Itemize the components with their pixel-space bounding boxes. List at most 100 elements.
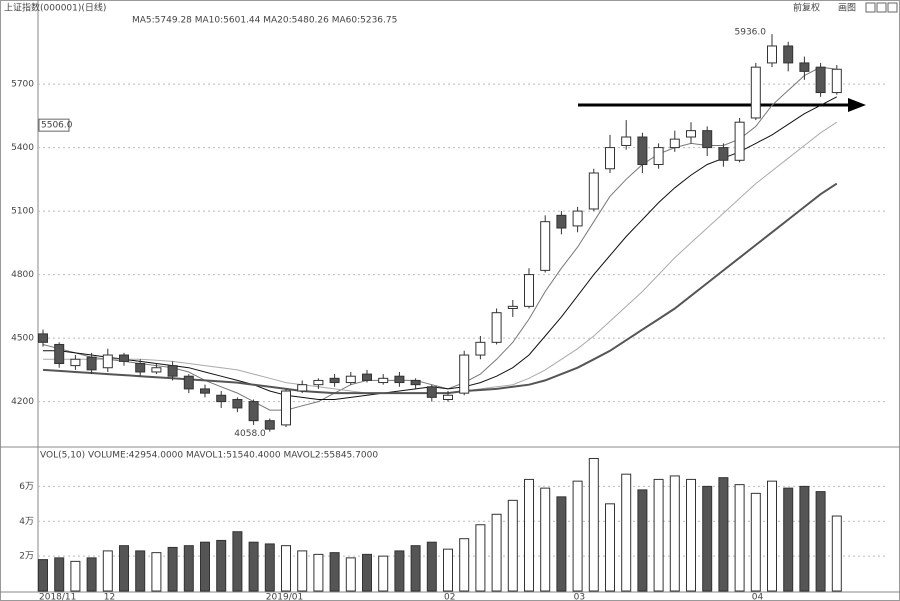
volume-bar	[556, 496, 567, 592]
volume-bar	[572, 480, 583, 592]
volume-bar	[831, 515, 842, 592]
candle-body	[653, 147, 664, 166]
candle-body	[718, 147, 729, 161]
candle-body	[831, 68, 842, 94]
toolbar-button[interactable]: 前复权	[793, 2, 820, 14]
candle-body	[605, 147, 615, 170]
x-tick-label: 12	[104, 593, 115, 601]
candle-body	[135, 363, 146, 373]
volume-bar	[507, 499, 518, 592]
volume-bar	[637, 489, 648, 592]
candle-body	[702, 130, 713, 149]
window-button[interactable]	[876, 2, 887, 13]
candle-body	[281, 390, 291, 426]
y-tick-label: 4500	[11, 334, 34, 344]
candle-body	[491, 312, 502, 343]
volume-bar	[200, 541, 210, 592]
volume-bar	[605, 503, 615, 592]
candle-body	[54, 343, 65, 365]
candle-body	[524, 274, 534, 307]
volume-bar	[588, 457, 599, 592]
window-button[interactable]	[865, 2, 876, 13]
volume-bar	[394, 550, 405, 592]
candle-body	[102, 354, 113, 369]
candle-body	[38, 333, 48, 343]
y-tick-label: 4800	[11, 270, 34, 280]
candle-body	[443, 394, 453, 400]
candle-body	[588, 172, 599, 210]
volume-bar	[313, 553, 324, 592]
y-tick-label: 6万	[19, 482, 34, 492]
volume-bar	[216, 539, 227, 592]
volume-bar	[362, 553, 372, 592]
candle-body	[200, 388, 210, 394]
volume-bar	[102, 550, 113, 592]
volume-bar	[653, 478, 664, 592]
candle-body	[119, 354, 129, 362]
candle-body	[297, 384, 308, 392]
volume-bar	[183, 545, 194, 592]
candle-body	[637, 136, 648, 166]
volume-bar	[443, 548, 453, 592]
volume-bar	[767, 480, 777, 592]
arrow	[578, 98, 866, 112]
toolbar-button[interactable]: 画图	[838, 3, 856, 14]
x-tick-label: 2018/11	[39, 593, 76, 601]
candle-body	[313, 379, 324, 386]
candle-body	[329, 377, 340, 384]
candle-body	[362, 373, 372, 381]
candle-body	[815, 66, 826, 94]
candle-body	[459, 354, 470, 394]
volume-bar	[410, 545, 421, 592]
volume-bar	[734, 484, 745, 592]
volume-bar	[281, 545, 291, 592]
window-button[interactable]	[887, 2, 898, 13]
y-tick-label: 5700	[11, 80, 34, 90]
volume-bar	[426, 541, 437, 592]
candle-body	[216, 394, 227, 403]
volume-bar	[86, 557, 97, 592]
candle-body	[86, 356, 97, 371]
volume-title: VOL(5,10) VOLUME:42954.0000 MAVOL1:51540…	[40, 451, 378, 461]
volume-bar	[345, 557, 356, 592]
volume-bar	[297, 550, 308, 592]
volume-bar	[475, 524, 486, 592]
volume-bar	[70, 560, 81, 592]
volume-bar	[669, 475, 680, 592]
volume-bar	[686, 478, 696, 592]
x-tick-label: 02	[444, 593, 455, 601]
candle-body	[621, 136, 632, 146]
ma-line	[42, 182, 838, 395]
volume-bar	[815, 491, 826, 592]
x-tick-label: 03	[574, 593, 585, 601]
candle-body	[151, 367, 162, 373]
candle-body	[799, 62, 810, 72]
candle-body	[686, 130, 696, 138]
candle-body	[475, 341, 486, 356]
volume-bar	[119, 545, 129, 592]
candle-body	[767, 45, 777, 64]
price-marker: 5506.0	[41, 121, 73, 131]
candle-body	[783, 45, 794, 64]
volume-bar	[151, 552, 162, 592]
candle-body	[669, 138, 680, 149]
candle-body	[378, 377, 389, 384]
low-label: 4058.0	[234, 429, 266, 439]
x-tick-label: 04	[752, 593, 764, 601]
y-tick-label: 4200	[11, 397, 34, 407]
y-tick-label: 5400	[11, 143, 34, 153]
candle-body	[232, 398, 243, 409]
candle-body	[572, 210, 583, 227]
price-marker-box	[38, 118, 70, 132]
volume-bar	[167, 546, 178, 592]
high-label: 5936.0	[735, 28, 767, 38]
volume-bar	[799, 485, 810, 592]
candle-body	[540, 221, 551, 271]
volume-bar	[718, 477, 729, 592]
volume-bar	[378, 555, 389, 592]
volume-bar	[54, 557, 65, 592]
candle-body	[507, 305, 518, 309]
volume-bar	[459, 538, 470, 592]
